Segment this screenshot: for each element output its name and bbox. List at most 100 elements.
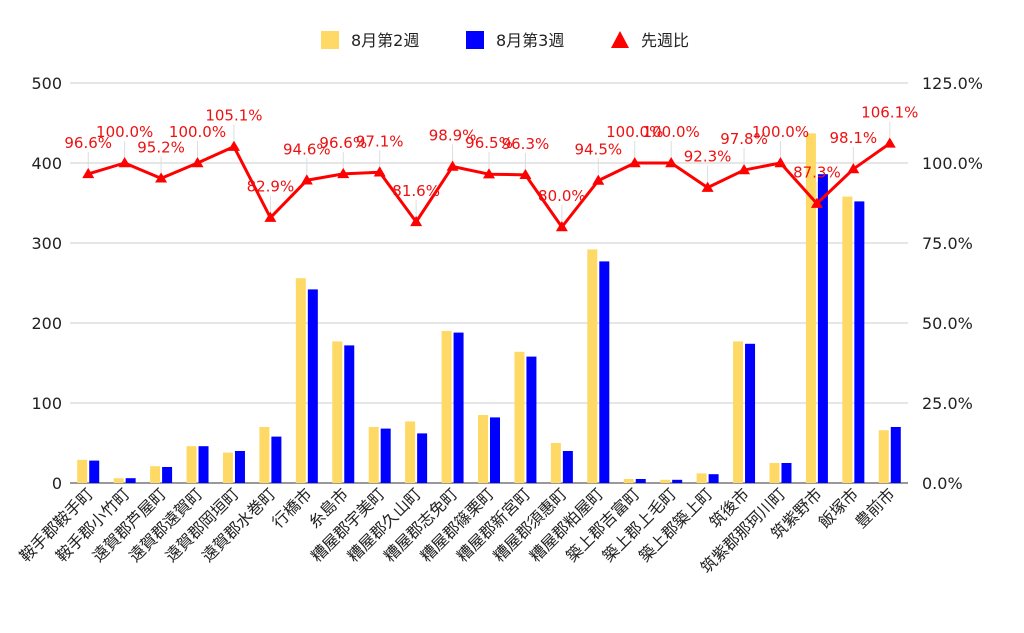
ratio-point: [701, 181, 714, 192]
ratio-point: [446, 160, 459, 171]
bar-week2: [113, 478, 124, 483]
bar-week3: [526, 356, 537, 483]
bar-week2: [587, 249, 598, 483]
bar-week2: [805, 133, 816, 483]
ratio-data-label: 94.6%: [283, 140, 331, 158]
y-left-tick-label: 300: [31, 234, 62, 253]
ratio-data-label: 100.0%: [643, 123, 700, 141]
ratio-data-label: 96.3%: [502, 135, 550, 153]
y-right-tick-label: 125.0%: [922, 74, 983, 93]
bar-week2: [368, 427, 379, 483]
bar-week3: [854, 201, 865, 483]
ratio-point: [300, 174, 313, 185]
bar-week2: [405, 421, 416, 483]
bar-week3: [817, 174, 828, 483]
bar-week2: [696, 473, 707, 483]
bar-week3: [781, 463, 792, 483]
bar-week2: [295, 278, 306, 483]
bar-week3: [890, 427, 901, 483]
bar-week2: [878, 430, 889, 483]
ratio-point: [555, 221, 568, 232]
y-left-tick-label: 400: [31, 154, 62, 173]
ratio-data-label: 96.5%: [465, 134, 513, 152]
legend: 8月第2週 8月第3週 先週比: [321, 31, 689, 50]
legend-label: 8月第3週: [496, 31, 564, 50]
bar-week2: [550, 443, 561, 483]
x-category-label: 飯塚市: [815, 484, 862, 531]
bars: [77, 133, 901, 483]
x-category-label: 行橋市: [268, 484, 315, 531]
ratio-data-label: 100.0%: [96, 123, 153, 141]
bar-week3: [562, 451, 573, 483]
ratio-data-label: 97.8%: [720, 130, 768, 148]
y-right-tick-label: 25.0%: [922, 394, 973, 413]
bar-week3: [271, 436, 282, 483]
y-left-tick-label: 0: [52, 474, 62, 493]
ratio-data-label: 81.6%: [392, 182, 440, 200]
ratio-point: [155, 172, 168, 183]
ratio-data-labels: 96.6%100.0%95.2%100.0%105.1%82.9%94.6%96…: [64, 103, 918, 221]
bar-week3: [89, 460, 100, 483]
ratio-data-label: 80.0%: [538, 187, 586, 205]
ratio-point: [883, 137, 896, 148]
ratio-data-label: 98.9%: [429, 127, 477, 145]
ratio-data-label: 98.1%: [830, 129, 878, 147]
bar-week2: [842, 196, 853, 483]
ratio-data-label: 87.3%: [793, 164, 841, 182]
y-right-tick-label: 75.0%: [922, 234, 973, 253]
ratio-point: [774, 157, 787, 168]
bar-week2: [259, 427, 270, 483]
ratio-data-label: 100.0%: [752, 123, 809, 141]
ratio-data-label: 97.1%: [356, 132, 404, 150]
bar-week2: [733, 341, 744, 483]
ratio-point: [410, 215, 423, 227]
bar-week3: [417, 433, 428, 483]
bar-week3: [162, 467, 173, 483]
ratio-point: [519, 168, 532, 180]
bar-week3: [708, 474, 719, 483]
y-right-tick-label: 50.0%: [922, 314, 973, 333]
ratio-data-label: 96.6%: [64, 134, 112, 152]
ratio-data-label: 82.9%: [247, 178, 295, 196]
ratio-point: [82, 167, 95, 179]
bar-week3: [344, 345, 355, 483]
ratio-point: [665, 157, 678, 168]
bar-week3: [307, 289, 318, 483]
ratio-point: [191, 157, 204, 168]
y-right-tick-label: 100.0%: [922, 154, 983, 173]
bar-week2: [478, 415, 488, 483]
bar-week3: [635, 479, 646, 483]
ratio-data-label: 105.1%: [205, 107, 262, 125]
y-left-tick-label: 200: [31, 314, 62, 333]
ratio-point: [483, 168, 495, 179]
x-category-label: 豊前市: [851, 484, 898, 531]
bar-week3: [599, 261, 610, 483]
legend-swatch: [466, 31, 484, 49]
ratio-data-label: 106.1%: [861, 103, 918, 121]
bar-week3: [490, 417, 500, 483]
x-axis-labels: 鞍手郡鞍手町鞍手郡小竹町遠賀郡芦屋町遠賀郡遠賀町遠賀郡岡垣町遠賀郡水巻町行橋市糸…: [16, 484, 899, 577]
bar-week3: [380, 428, 391, 483]
y-axis-right: 0.0% 25.0% 50.0% 75.0% 100.0% 125.0%: [922, 74, 983, 493]
ratio-point: [847, 163, 860, 174]
bar-week2: [150, 466, 161, 483]
ratio-point: [118, 157, 131, 168]
bar-week2: [623, 479, 634, 483]
bar-week3: [745, 343, 756, 483]
bar-week3: [234, 451, 245, 483]
bar-week2: [514, 351, 525, 483]
y-left-tick-label: 100: [31, 394, 62, 413]
bar-week2: [769, 463, 780, 483]
ratio-point: [337, 167, 350, 179]
ratio-data-label: 94.5%: [574, 141, 622, 159]
legend-marker: [611, 31, 629, 48]
bar-week2: [222, 452, 233, 483]
bar-week3: [672, 479, 683, 483]
bar-week3: [453, 332, 464, 483]
bar-week2: [186, 446, 197, 483]
ratio-point: [628, 157, 641, 168]
bar-week3: [125, 478, 136, 483]
bar-week2: [660, 479, 671, 483]
y-axis-left: 0 100 200 300 400 500: [31, 74, 62, 493]
